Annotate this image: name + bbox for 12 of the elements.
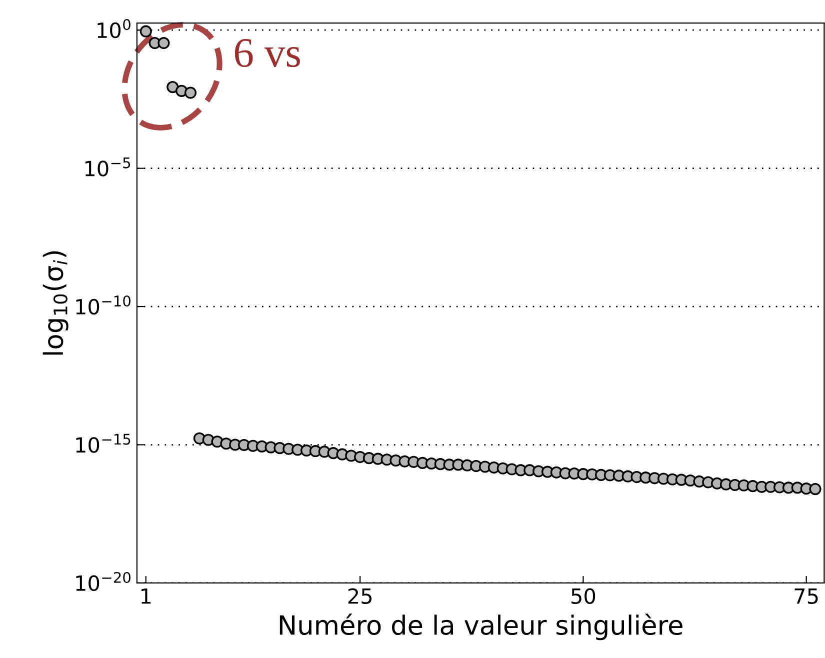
x-tick-label: 25 [348, 588, 372, 604]
y-tick-label: 10$^{−15}$ [76, 434, 130, 453]
annotation: 6 vs [234, 39, 300, 68]
x-tick-label: 50 [572, 588, 596, 604]
y-tick-label: 10$^{−10}$ [76, 295, 130, 315]
x-tick-label: 1 [142, 588, 151, 604]
y-tick-label: 10$^{−20}$ [76, 572, 130, 592]
x-axis-title: Numéro de la valeur singulière [280, 614, 682, 640]
y-axis-title: log$_{10}$(σ$_{i}$) [42, 251, 68, 355]
y-tick-label: 10$^{−5}$ [85, 157, 130, 176]
x-tick-label: 75 [794, 588, 818, 604]
y-tick-label: 10$^{0}$ [98, 19, 130, 38]
